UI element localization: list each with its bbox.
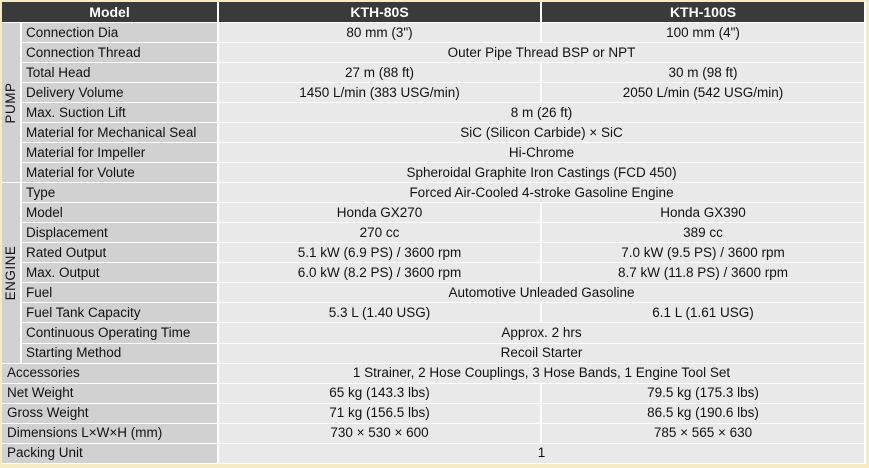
row-label: Accessories (2, 363, 220, 384)
header-kth-80s: KTH-80S (219, 2, 543, 23)
row-label: Material for Volute (22, 163, 220, 184)
row-label: Displacement (22, 223, 220, 244)
table-row: Starting Method Recoil Starter (2, 343, 867, 364)
value-kth-80s: 27 m (88 ft) (219, 63, 543, 84)
row-label: Type (22, 183, 220, 204)
table-row: Connection Thread Outer Pipe Thread BSP … (2, 43, 867, 64)
value-kth-80s: 71 kg (156.5 lbs) (219, 403, 543, 424)
value-kth-100s: 2050 L/min (542 USG/min) (542, 83, 867, 104)
table-row: Rated Output 5.1 kW (6.9 PS) / 3600 rpm … (2, 243, 867, 264)
row-label: Connection Dia (22, 23, 220, 44)
value-kth-100s: 30 m (98 ft) (542, 63, 867, 84)
value-shared: 8 m (26 ft) (219, 103, 867, 124)
table-row: Material for Mechanical Seal SiC (Silico… (2, 123, 867, 144)
table-row: PUMP Connection Dia 80 mm (3") 100 mm (4… (2, 23, 867, 184)
table-row: Model Honda GX270 Honda GX390 (2, 203, 867, 224)
value-kth-80s: Honda GX270 (219, 203, 543, 224)
table-row: Total Head 27 m (88 ft) 30 m (98 ft) (2, 63, 867, 84)
header-model: Model (2, 2, 220, 23)
value-shared: SiC (Silicon Carbide) × SiC (219, 123, 867, 144)
table-row: Net Weight 65 kg (143.3 lbs) 79.5 kg (17… (2, 383, 867, 404)
table-row: Material for Volute Spheroidal Graphite … (2, 163, 867, 184)
row-label: Packing Unit (2, 443, 220, 464)
value-kth-80s: 6.0 kW (8.2 PS) / 3600 rpm (219, 263, 543, 284)
table-row: Fuel Tank Capacity 5.3 L (1.40 USG) 6.1 … (2, 303, 867, 324)
table-row: Continuous Operating Time Approx. 2 hrs (2, 323, 867, 344)
row-label: Rated Output (22, 243, 220, 264)
group-label-engine: ENGINE (2, 183, 22, 364)
table-row: Displacement 270 cc 389 cc (2, 223, 867, 244)
value-kth-100s: 6.1 L (1.61 USG) (542, 303, 867, 324)
row-label: Max. Suction Lift (22, 103, 220, 124)
row-label: Fuel Tank Capacity (22, 303, 220, 324)
row-label: Starting Method (22, 343, 220, 364)
row-label: Continuous Operating Time (22, 323, 220, 344)
row-label: Material for Impeller (22, 143, 220, 164)
value-kth-80s: 270 cc (219, 223, 543, 244)
value-shared: 1 (219, 443, 867, 464)
value-shared: 1 Strainer, 2 Hose Couplings, 3 Hose Ban… (219, 363, 867, 384)
value-kth-100s: 79.5 kg (175.3 lbs) (542, 383, 867, 404)
value-kth-80s: 65 kg (143.3 lbs) (219, 383, 543, 404)
row-label: Connection Thread (22, 43, 220, 64)
table-row: Dimensions L×W×H (mm) 730 × 530 × 600 78… (2, 423, 867, 444)
table-row: Fuel Automotive Unleaded Gasoline (2, 283, 867, 304)
table-row: Material for Impeller Hi-Chrome (2, 143, 867, 164)
value-shared: Recoil Starter (219, 343, 867, 364)
row-label: Dimensions L×W×H (mm) (2, 423, 220, 444)
row-label: Fuel (22, 283, 220, 304)
value-kth-80s: 5.3 L (1.40 USG) (219, 303, 543, 324)
table-row: Gross Weight 71 kg (156.5 lbs) 86.5 kg (… (2, 403, 867, 424)
value-kth-80s: 80 mm (3") (219, 23, 543, 44)
value-shared: Spheroidal Graphite Iron Castings (FCD 4… (219, 163, 867, 184)
value-kth-80s: 1450 L/min (383 USG/min) (219, 83, 543, 104)
row-label: Model (22, 203, 220, 224)
value-kth-100s: 7.0 kW (9.5 PS) / 3600 rpm (542, 243, 867, 264)
value-shared: Hi-Chrome (219, 143, 867, 164)
value-kth-100s: 100 mm (4") (542, 23, 867, 44)
group-label-pump: PUMP (2, 23, 22, 184)
row-label: Gross Weight (2, 403, 220, 424)
header-kth-100s: KTH-100S (542, 2, 867, 23)
row-label: Delivery Volume (22, 83, 220, 104)
value-kth-100s: 389 cc (542, 223, 867, 244)
value-shared: Approx. 2 hrs (219, 323, 867, 344)
header-row: Model KTH-80S KTH-100S (2, 2, 867, 23)
table-row: Accessories 1 Strainer, 2 Hose Couplings… (2, 363, 867, 384)
row-label: Total Head (22, 63, 220, 84)
table-row: ENGINE Type Forced Air-Cooled 4-stroke G… (2, 183, 867, 364)
table-row: Packing Unit 1 (2, 443, 867, 464)
value-kth-100s: 86.5 kg (190.6 lbs) (542, 403, 867, 424)
value-kth-80s: 5.1 kW (6.9 PS) / 3600 rpm (219, 243, 543, 264)
row-label: Net Weight (2, 383, 220, 404)
value-kth-100s: Honda GX390 (542, 203, 867, 224)
value-kth-100s: 8.7 kW (11.8 PS) / 3600 rpm (542, 263, 867, 284)
table-row: Max. Suction Lift 8 m (26 ft) (2, 103, 867, 124)
row-label: Material for Mechanical Seal (22, 123, 220, 144)
table-row: Max. Output 6.0 kW (8.2 PS) / 3600 rpm 8… (2, 263, 867, 284)
value-kth-100s: 785 × 565 × 630 (542, 423, 867, 444)
table-row: Delivery Volume 1450 L/min (383 USG/min)… (2, 83, 867, 104)
value-shared: Forced Air-Cooled 4-stroke Gasoline Engi… (219, 183, 867, 204)
value-shared: Automotive Unleaded Gasoline (219, 283, 867, 304)
row-label: Max. Output (22, 263, 220, 284)
value-kth-80s: 730 × 530 × 600 (219, 423, 543, 444)
value-shared: Outer Pipe Thread BSP or NPT (219, 43, 867, 64)
